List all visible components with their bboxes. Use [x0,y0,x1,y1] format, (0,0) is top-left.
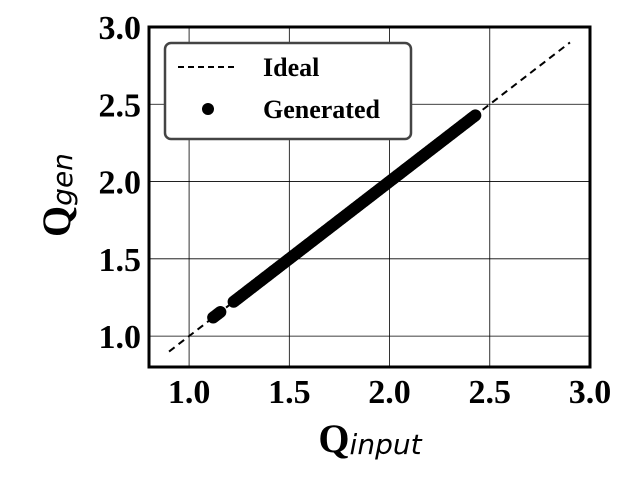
y-axis-title: Qgen [34,153,79,237]
x-tick-label: 1.5 [268,374,311,411]
plot-frame [147,25,592,369]
generated-points [207,109,482,324]
x-tick-labels: 1.0 1.5 2.0 2.5 3.0 [168,374,611,411]
legend-generated-label: Generated [263,95,381,124]
x-axis-title-main: Q [318,416,349,461]
x-tick-label: 3.0 [569,374,612,411]
y-tick-label: 3.0 [99,10,142,47]
x-tick-label: 1.0 [168,374,211,411]
y-tick-label: 1.5 [99,242,142,279]
x-tick-label: 2.0 [368,374,411,411]
legend-generated-swatch [202,103,214,115]
y-tick-label: 1.0 [99,319,142,356]
generated-point [469,109,482,122]
x-axis-title: Qinput [318,416,422,461]
legend: Ideal Generated [163,41,413,141]
y-tick-labels: 1.0 1.5 2.0 2.5 3.0 [99,10,142,356]
legend-box [163,41,413,141]
y-axis-title-sub: gen [46,153,79,206]
y-tick-label: 2.5 [99,87,142,124]
y-axis-title-main: Q [34,206,79,237]
x-axis-title-sub: input [350,428,423,461]
x-tick-label: 2.5 [469,374,512,411]
generated-point [214,305,227,318]
legend-ideal-label: Ideal [263,53,319,82]
y-tick-label: 2.0 [99,165,142,202]
